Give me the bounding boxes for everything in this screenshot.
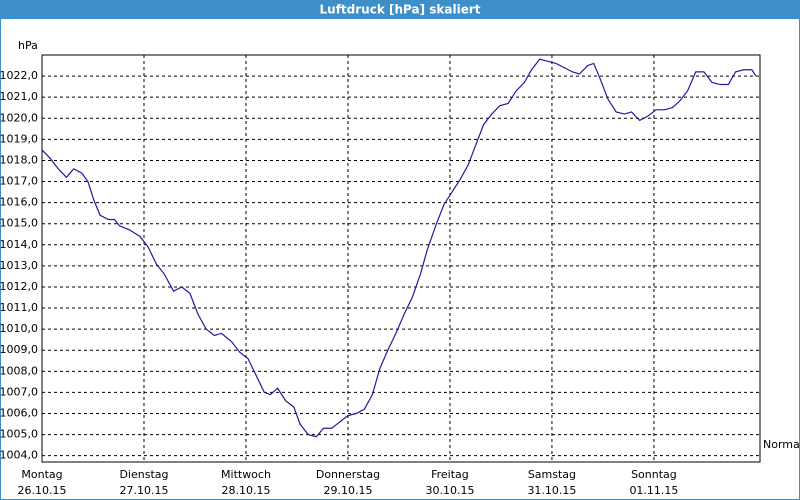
y-tick-label: 1008,0 [0,364,38,377]
x-tick-label: Sonntag [631,468,677,481]
x-tick-date: 26.10.15 [18,484,67,497]
y-tick-label: 1011,0 [0,301,38,314]
x-tick-label: Montag [21,468,62,481]
x-tick-date: 31.10.15 [527,484,576,497]
y-tick-label: 1019,0 [0,132,38,145]
y-tick-label: 1004,0 [0,449,38,462]
x-tick-label: Donnerstag [316,468,380,481]
y-tick-label: 1020,0 [0,111,38,124]
plot-border [41,54,761,463]
y-tick-label: 1014,0 [0,238,38,251]
chart-title: Luftdruck [hPa] skaliert [320,3,481,17]
y-tick-label: 1006,0 [0,406,38,419]
title-bar [0,0,800,19]
x-tick-date: 01.11.15 [629,484,678,497]
y-tick-label: 1012,0 [0,280,38,293]
x-tick-label: Dienstag [119,468,168,481]
y-tick-label: 1013,0 [0,259,38,272]
data-line [41,58,757,438]
x-tick-date: 27.10.15 [119,484,168,497]
y-tick-label: 1017,0 [0,175,38,188]
x-tick-label: Mittwoch [221,468,271,481]
x-tick-date: 29.10.15 [323,484,372,497]
y-tick-label: 1022,0 [0,69,38,82]
y-tick-label: 1010,0 [0,322,38,335]
x-tick-label: Freitag [431,468,469,481]
y-tick-label: 1005,0 [0,428,38,441]
x-tick-date: 30.10.15 [425,484,474,497]
y-tick-label: 1018,0 [0,153,38,166]
legend-label: Normal [763,438,800,451]
x-tick-label: Samstag [528,468,576,481]
y-axis-label: hPa [18,39,38,52]
y-tick-label: 1016,0 [0,196,38,209]
y-tick-label: 1021,0 [0,90,38,103]
y-tick-label: 1007,0 [0,385,38,398]
x-tick-date: 28.10.15 [221,484,270,497]
y-tick-label: 1015,0 [0,217,38,230]
y-tick-label: 1009,0 [0,343,38,356]
